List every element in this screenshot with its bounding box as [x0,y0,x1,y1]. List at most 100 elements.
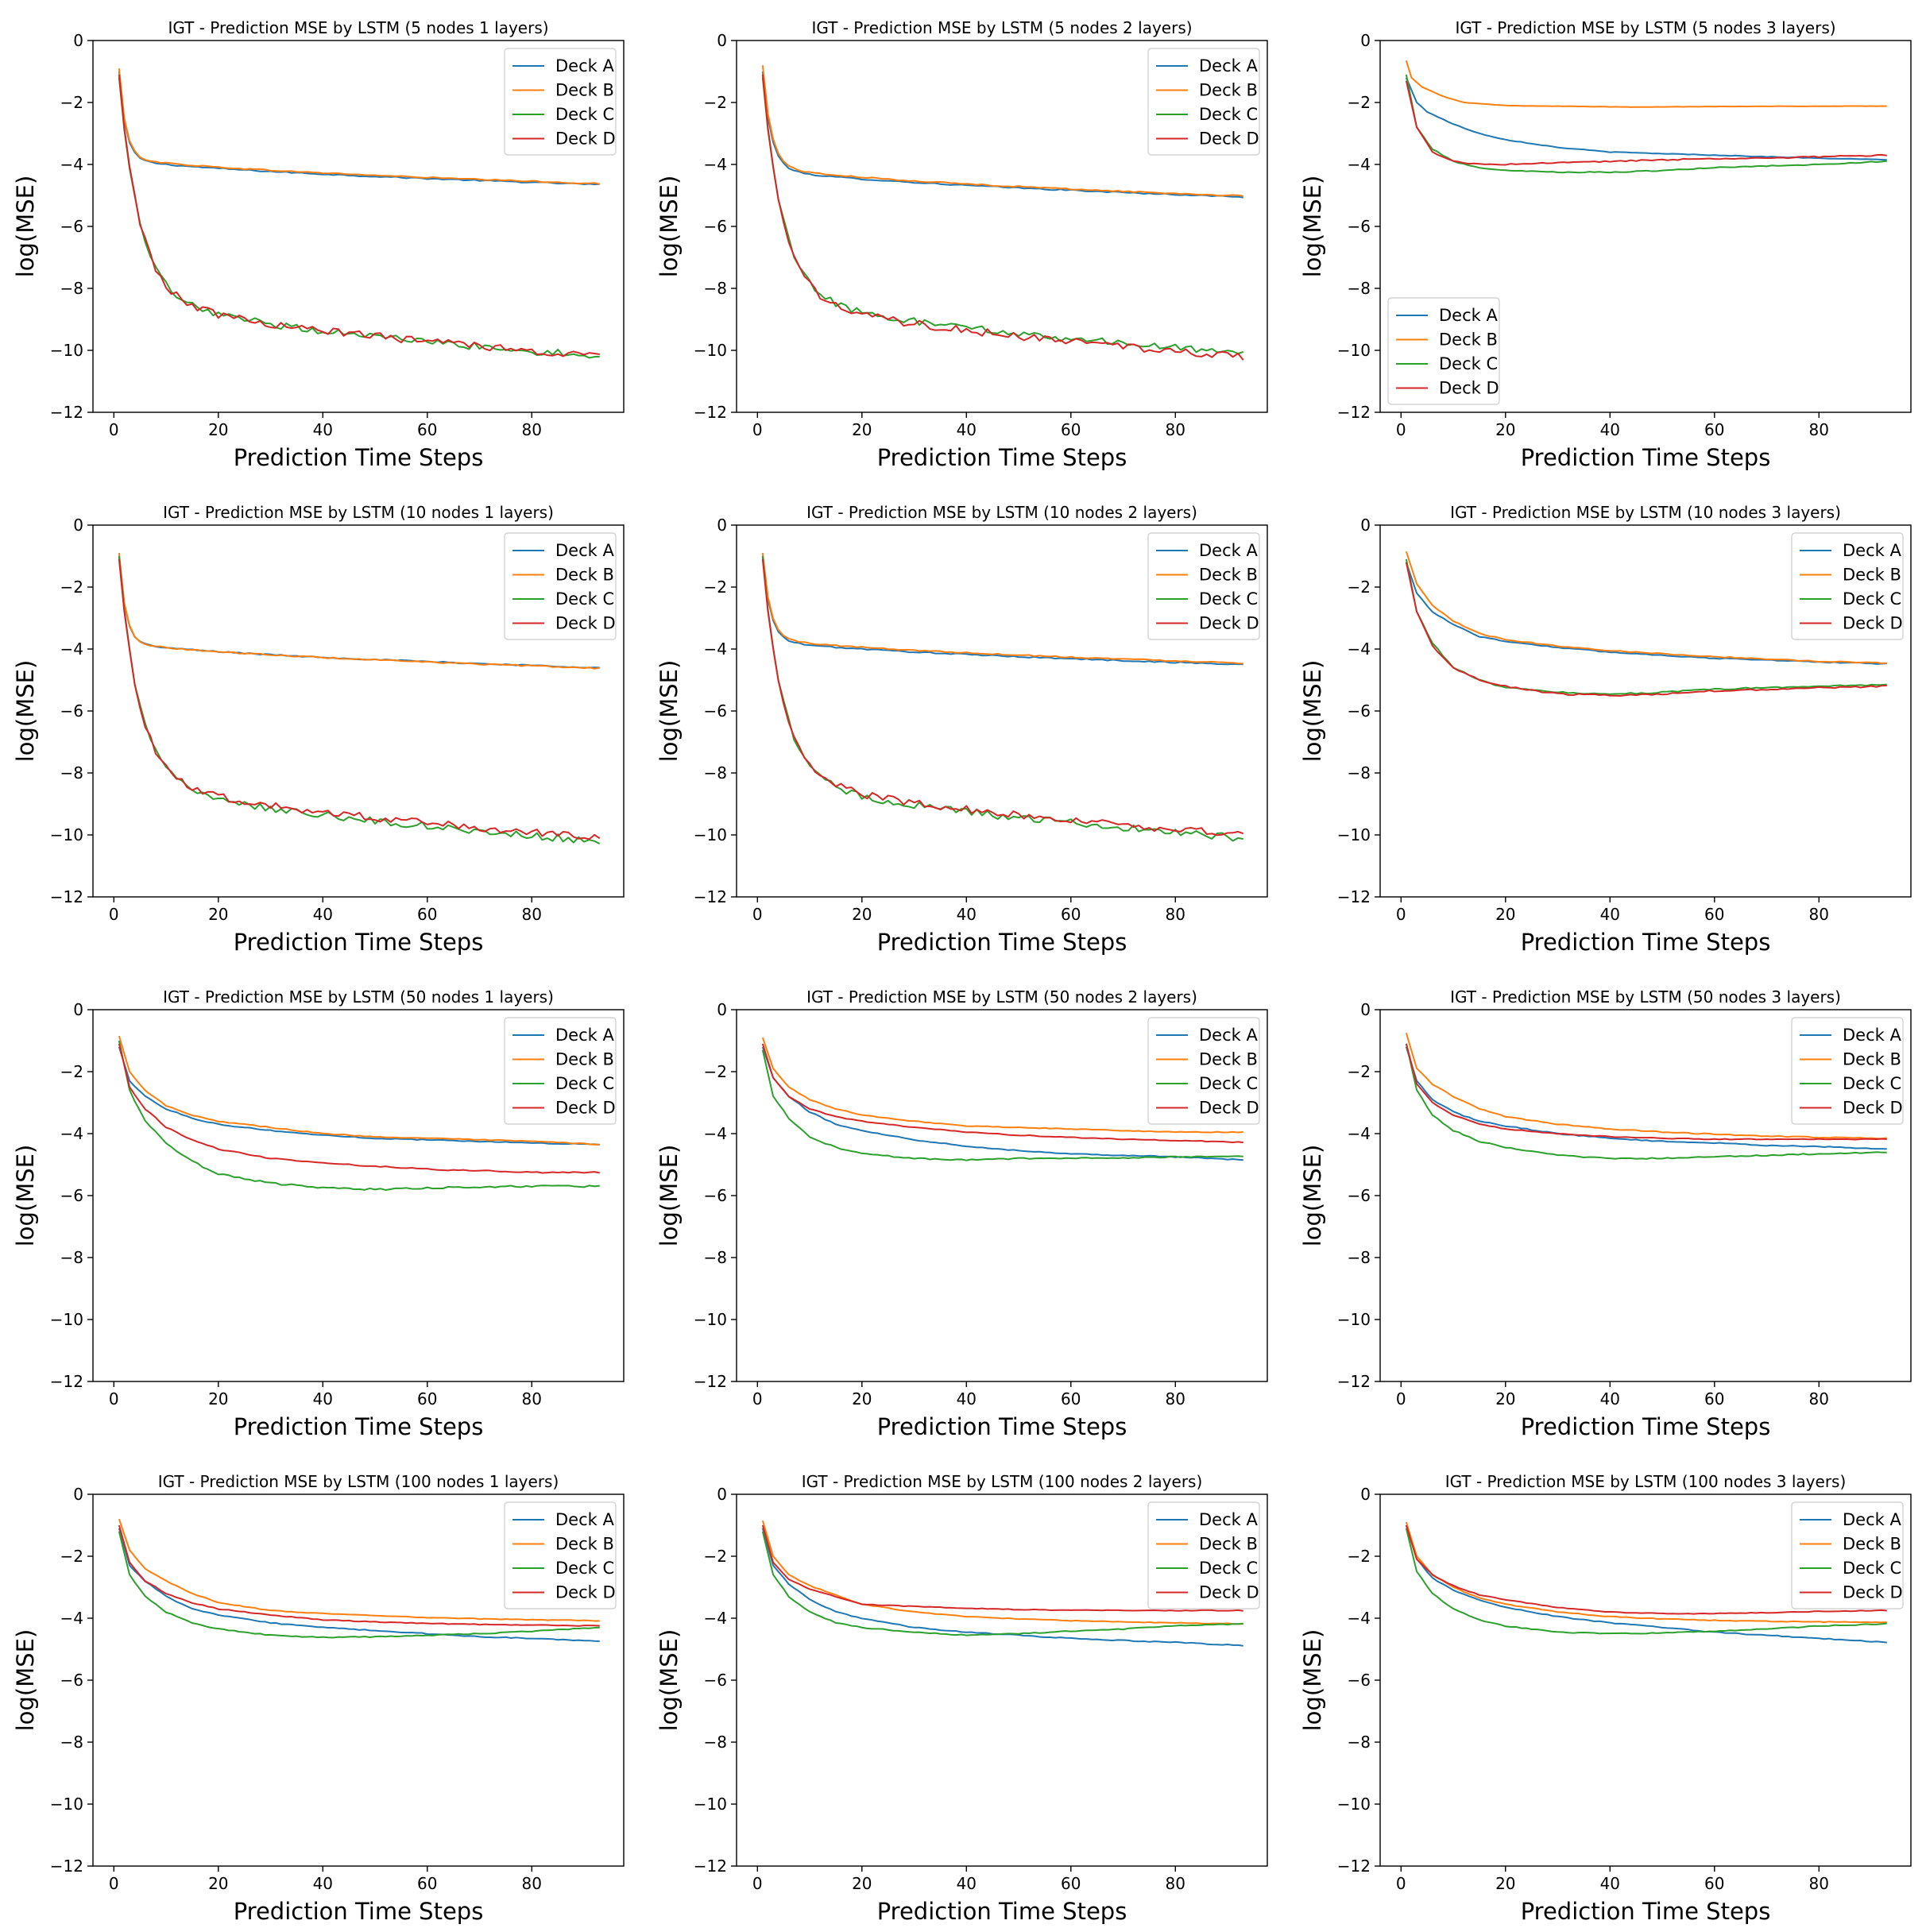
legend-label: Deck D [555,1583,616,1602]
x-tick-label: 0 [752,905,763,924]
y-axis-label: log(MSE) [12,1145,39,1247]
series-line-deck-c [118,1531,600,1639]
x-tick-label: 40 [313,1389,333,1408]
x-tick-label: 20 [852,905,872,924]
y-tick-label: 0 [1360,1000,1371,1019]
legend-box [504,1017,617,1125]
legend-label: Deck D [555,614,616,633]
legend-label: Deck D [555,129,616,149]
legend-box [1147,48,1260,156]
series-line-deck-b [1405,551,1887,664]
x-tick-label: 40 [313,420,333,439]
y-tick-label: −8 [704,1733,727,1752]
series-line-deck-a [1405,562,1887,665]
y-tick-label: −2 [1348,578,1371,597]
legend-label: Deck C [1843,1074,1901,1093]
legend-label: Deck B [1199,1050,1258,1069]
chart-title: IGT - Prediction MSE by LSTM (50 nodes 2… [806,987,1197,1007]
x-tick-label: 0 [752,420,763,439]
chart-panel-4: IGT - Prediction MSE by LSTM (10 nodes 1… [12,503,625,956]
y-axis-label: log(MSE) [656,176,683,278]
y-tick-label: −8 [60,279,83,298]
series-line-deck-d [761,1043,1243,1144]
series-line-deck-a [118,1046,600,1146]
y-tick-label: −10 [694,1795,727,1814]
x-axis-label: Prediction Time Steps [234,1413,484,1440]
y-axis-label: log(MSE) [1299,1629,1326,1732]
legend-label: Deck A [555,541,614,560]
series-line-deck-d [761,74,1244,361]
y-tick-label: −6 [704,217,727,236]
y-tick-label: −8 [60,1248,83,1267]
y-tick-label: −10 [1337,825,1371,844]
y-tick-label: −8 [1348,279,1371,298]
y-tick-label: 0 [1360,31,1371,50]
y-tick-label: −12 [1337,887,1371,906]
x-tick-label: 0 [109,1389,119,1408]
y-tick-label: −4 [1348,639,1371,659]
y-tick-label: −8 [704,279,727,298]
x-axis-label: Prediction Time Steps [877,1898,1127,1925]
y-tick-label: −10 [50,825,83,844]
series-line-deck-d [761,558,1244,837]
series-line-deck-d [761,1524,1243,1612]
chart-panel-8: IGT - Prediction MSE by LSTM (50 nodes 2… [656,987,1268,1440]
legend-label: Deck A [1843,1026,1901,1045]
series-line-deck-d [118,1524,600,1627]
x-axis-label: Prediction Time Steps [1521,1898,1771,1925]
x-tick-label: 40 [1600,1389,1620,1408]
series-line-deck-a [118,71,600,186]
series-line-deck-b [761,1520,1243,1625]
legend-label: Deck B [555,1535,614,1554]
y-tick-label: 0 [717,31,727,50]
chart-title: IGT - Prediction MSE by LSTM (100 nodes … [802,1472,1203,1491]
x-tick-label: 80 [1166,420,1185,439]
legend-label: Deck D [1199,614,1259,633]
series-line-deck-b [1405,1032,1887,1140]
y-tick-label: −4 [1348,155,1371,174]
y-tick-label: −12 [694,403,727,422]
chart-title: IGT - Prediction MSE by LSTM (5 nodes 2 … [811,18,1192,37]
series-line-deck-c [761,1049,1243,1161]
legend-label: Deck B [1439,330,1498,350]
x-tick-label: 0 [109,420,119,439]
y-tick-label: −12 [50,887,83,906]
series-line-deck-b [761,552,1243,665]
x-tick-label: 40 [313,905,333,924]
series-line-deck-d [1405,80,1887,166]
x-axis-label: Prediction Time Steps [877,1413,1127,1440]
y-axis-label: log(MSE) [12,660,39,763]
y-tick-label: −2 [60,578,83,597]
y-tick-label: −10 [694,341,727,360]
x-axis-label: Prediction Time Steps [1521,1413,1771,1440]
legend: Deck A Deck B Deck C Deck D [1791,532,1904,640]
legend: Deck A Deck B Deck C Deck D [1387,297,1500,405]
y-tick-label: −6 [1348,217,1371,236]
series-line-deck-c [118,1040,600,1191]
y-tick-label: −8 [704,763,727,782]
legend: Deck A Deck B Deck C Deck D [1791,1017,1904,1125]
legend-label: Deck C [1199,1559,1258,1578]
chart-title: IGT - Prediction MSE by LSTM (100 nodes … [1445,1472,1847,1491]
y-axis-label: log(MSE) [656,1145,683,1247]
legend-box [504,532,617,640]
legend-box [1147,1017,1260,1125]
y-tick-label: −8 [704,1248,727,1267]
legend-label: Deck A [555,1026,614,1045]
legend-label: Deck D [1199,129,1259,149]
series-line-deck-b [118,552,600,670]
series-line-deck-d [118,558,601,840]
series-line-deck-d [1405,1524,1887,1615]
chart-title: IGT - Prediction MSE by LSTM (5 nodes 1 … [168,18,548,37]
y-tick-label: −12 [50,403,83,422]
legend-label: Deck A [1199,56,1258,75]
legend-label: Deck B [1199,566,1258,585]
x-tick-label: 80 [1166,905,1185,924]
chart-title: IGT - Prediction MSE by LSTM (50 nodes 3… [1450,987,1841,1007]
x-tick-label: 20 [1495,1389,1515,1408]
legend-box [504,1501,617,1609]
y-tick-label: −8 [60,763,83,782]
legend-label: Deck A [1199,1026,1258,1045]
y-tick-label: −4 [704,1124,727,1143]
